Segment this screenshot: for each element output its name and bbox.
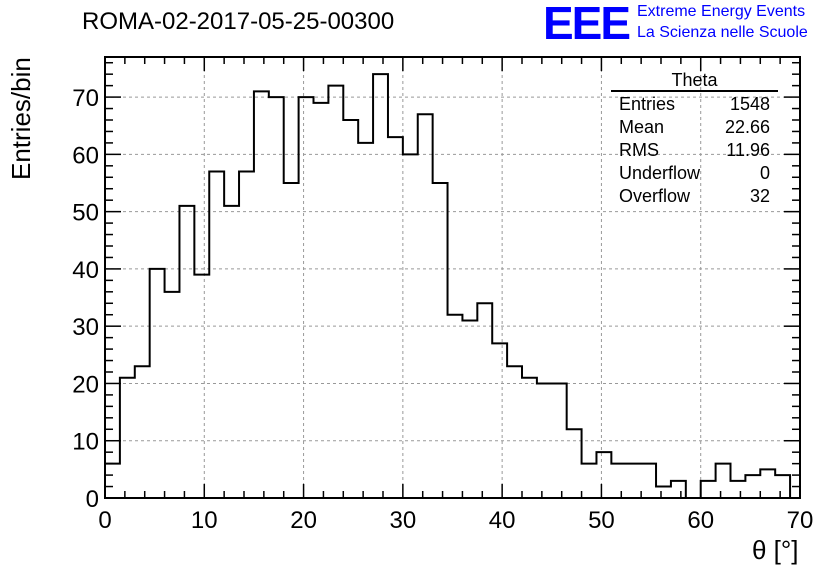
y-axis-label: Entries/bin <box>6 57 36 180</box>
y-tick-label: 70 <box>72 85 99 112</box>
eee-logo-line1: Extreme Energy Events <box>637 3 806 20</box>
stats-divider <box>611 90 778 92</box>
histogram-series <box>104 73 792 499</box>
stats-label: RMS <box>619 140 659 160</box>
y-tick-label: 10 <box>72 429 99 456</box>
stats-row-entries: Entries 1548 <box>611 93 778 116</box>
x-tick-label: 10 <box>191 507 218 534</box>
stats-row-mean: Mean 22.66 <box>611 116 778 139</box>
eee-logo-line2: La Scienza nelle Scuole <box>637 24 808 41</box>
y-tick-label: 20 <box>72 371 99 398</box>
stats-row-rms: RMS 11.96 <box>611 139 778 162</box>
stats-title: Theta <box>671 70 718 90</box>
x-tick-label: 30 <box>390 507 417 534</box>
y-tick-label: 30 <box>72 314 99 341</box>
stats-value: 32 <box>749 186 770 206</box>
x-tick-label: 50 <box>588 507 615 534</box>
stats-label: Entries <box>619 94 676 114</box>
y-tick-label: 60 <box>72 142 99 169</box>
eee-logo: EEE <box>543 0 631 49</box>
y-tick-label: 40 <box>72 257 99 284</box>
stats-value: 22.66 <box>724 117 770 137</box>
y-tick-label: 50 <box>72 200 99 227</box>
axis-ticks <box>104 57 801 499</box>
stats-value: 0 <box>759 163 770 183</box>
x-axis-label: θ [°] <box>752 535 799 565</box>
stats-row-underflow: Underflow 0 <box>611 162 778 185</box>
x-tick-label: 0 <box>98 507 111 534</box>
y-tick-label: 0 <box>86 486 99 513</box>
stats-box: Theta Entries 1548 Mean 22.66 RMS 11.96 … <box>611 70 778 208</box>
stats-label: Underflow <box>619 163 701 183</box>
plot-frame <box>104 56 801 499</box>
stats-row-overflow: Overflow 32 <box>611 185 778 208</box>
tick-labels: 0 10 20 30 40 50 60 70 0 10 20 30 40 50 60 70 <box>72 85 813 534</box>
stats-value: 1548 <box>729 94 770 114</box>
stats-value: 11.96 <box>726 140 770 160</box>
chart-title: ROMA-02-2017-05-25-00300 <box>82 8 395 35</box>
x-tick-label: 40 <box>489 507 516 534</box>
x-tick-label: 20 <box>290 507 317 534</box>
stats-label: Mean <box>619 117 665 137</box>
grid-lines <box>105 57 800 498</box>
stats-label: Overflow <box>619 186 691 206</box>
x-tick-label: 70 <box>787 507 814 534</box>
x-tick-label: 60 <box>687 507 714 534</box>
